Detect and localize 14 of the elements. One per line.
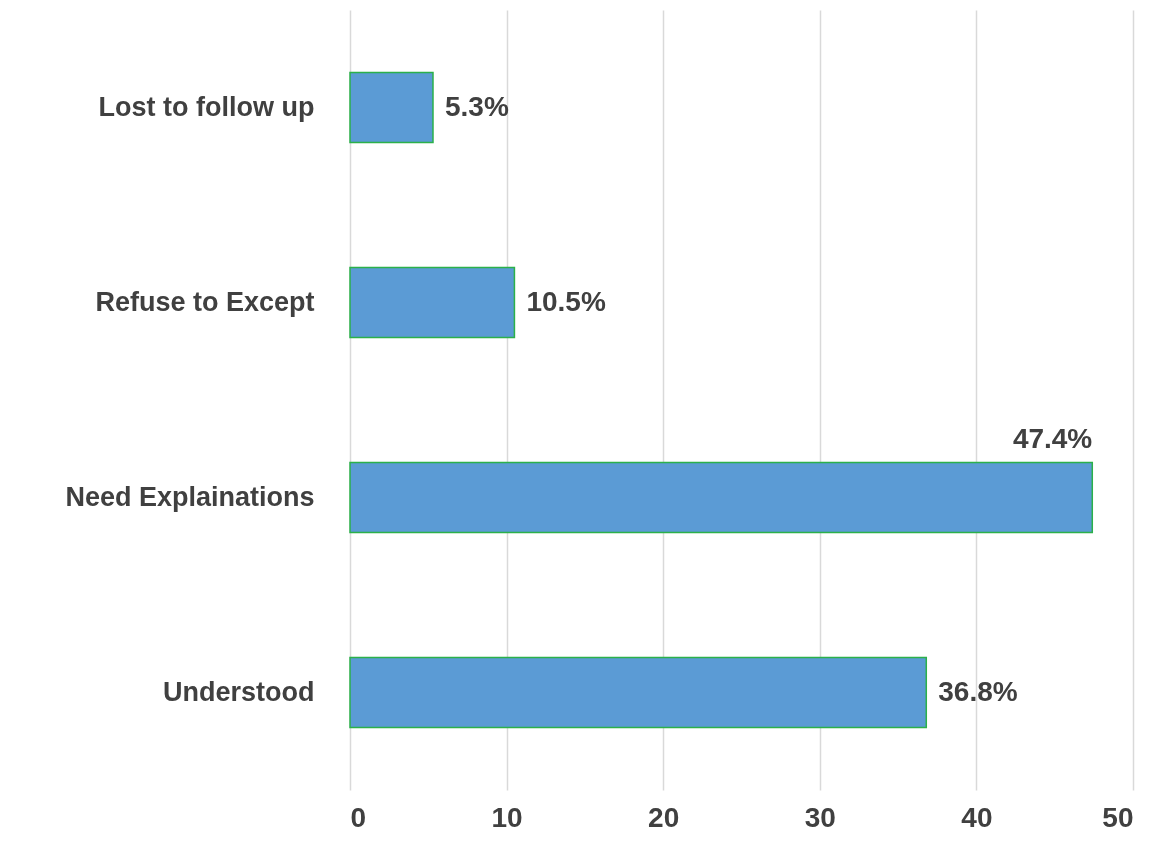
x-tick-label: 10 <box>491 801 523 833</box>
data-label: 10.5% <box>526 285 606 317</box>
x-tick-label: 20 <box>648 801 680 833</box>
x-tick-label: 50 <box>1102 801 1134 833</box>
y-tick-label: Lost to follow up <box>98 91 315 122</box>
x-tick-label: 40 <box>961 801 993 833</box>
x-tick-label: 0 <box>350 801 367 833</box>
x-tick-label: 30 <box>804 801 836 833</box>
y-tick-label: Understood <box>163 676 315 707</box>
y-tick-label: Refuse to Except <box>95 286 315 317</box>
y-tick-label: Need Explainations <box>65 481 315 512</box>
data-label: 5.3% <box>445 90 509 122</box>
data-label: 47.4% <box>1012 422 1093 454</box>
data-label: 36.8% <box>938 675 1018 707</box>
